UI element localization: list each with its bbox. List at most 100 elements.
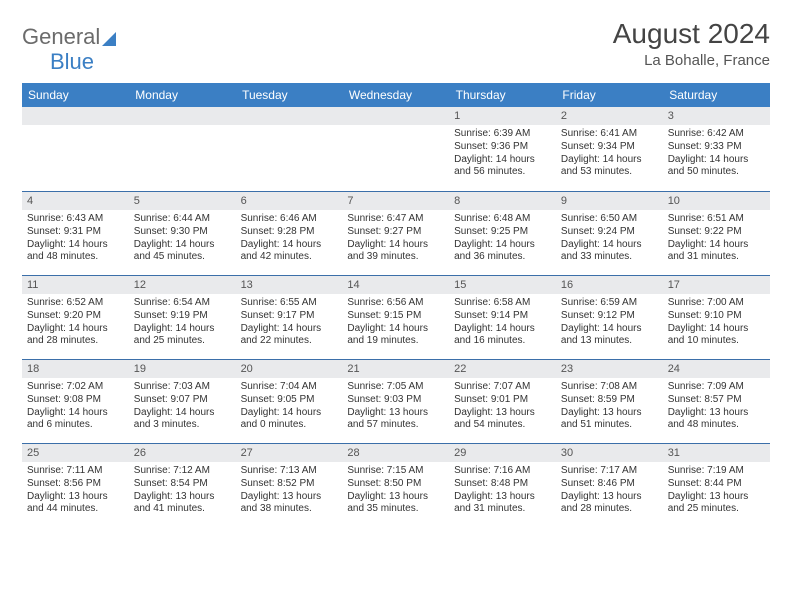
sunset-text: Sunset: 8:59 PM <box>561 394 658 407</box>
sunrise-text: Sunrise: 6:52 AM <box>27 297 124 310</box>
sunset-text: Sunset: 8:52 PM <box>241 478 338 491</box>
daylight-text-1: Daylight: 13 hours <box>241 491 338 504</box>
daylight-text-2: and 13 minutes. <box>561 335 658 348</box>
daylight-text-2: and 3 minutes. <box>134 419 231 432</box>
day-number: 6 <box>236 191 343 210</box>
sunrise-text: Sunrise: 7:07 AM <box>454 381 551 394</box>
weekday-header: Friday <box>556 83 663 107</box>
daylight-text-2: and 10 minutes. <box>668 335 765 348</box>
day-number: 10 <box>663 191 770 210</box>
calendar-cell: 5Sunrise: 6:44 AMSunset: 9:30 PMDaylight… <box>129 191 236 275</box>
daylight-text-1: Daylight: 14 hours <box>454 323 551 336</box>
day-number: 23 <box>556 359 663 378</box>
calendar-cell: 21Sunrise: 7:05 AMSunset: 9:03 PMDayligh… <box>342 359 449 443</box>
day-number: 30 <box>556 443 663 462</box>
calendar-cell <box>129 107 236 191</box>
weekday-header: Monday <box>129 83 236 107</box>
calendar-cell: 8Sunrise: 6:48 AMSunset: 9:25 PMDaylight… <box>449 191 556 275</box>
calendar-cell <box>22 107 129 191</box>
sunset-text: Sunset: 9:10 PM <box>668 310 765 323</box>
sunrise-text: Sunrise: 6:44 AM <box>134 213 231 226</box>
calendar-cell: 6Sunrise: 6:46 AMSunset: 9:28 PMDaylight… <box>236 191 343 275</box>
brand-part1: General <box>22 24 100 50</box>
day-details: Sunrise: 7:09 AMSunset: 8:57 PMDaylight:… <box>663 378 770 436</box>
calendar-cell: 2Sunrise: 6:41 AMSunset: 9:34 PMDaylight… <box>556 107 663 191</box>
day-details: Sunrise: 7:04 AMSunset: 9:05 PMDaylight:… <box>236 378 343 436</box>
daylight-text-1: Daylight: 13 hours <box>347 491 444 504</box>
daylight-text-2: and 45 minutes. <box>134 251 231 264</box>
calendar-body: 1Sunrise: 6:39 AMSunset: 9:36 PMDaylight… <box>22 107 770 527</box>
day-number: 16 <box>556 275 663 294</box>
calendar-cell: 29Sunrise: 7:16 AMSunset: 8:48 PMDayligh… <box>449 443 556 527</box>
calendar-table: SundayMondayTuesdayWednesdayThursdayFrid… <box>22 83 770 527</box>
sunset-text: Sunset: 9:24 PM <box>561 226 658 239</box>
day-details: Sunrise: 6:39 AMSunset: 9:36 PMDaylight:… <box>449 125 556 183</box>
calendar-cell: 31Sunrise: 7:19 AMSunset: 8:44 PMDayligh… <box>663 443 770 527</box>
sunrise-text: Sunrise: 6:46 AM <box>241 213 338 226</box>
sunset-text: Sunset: 9:05 PM <box>241 394 338 407</box>
sunset-text: Sunset: 9:34 PM <box>561 141 658 154</box>
calendar-cell: 26Sunrise: 7:12 AMSunset: 8:54 PMDayligh… <box>129 443 236 527</box>
daylight-text-2: and 57 minutes. <box>347 419 444 432</box>
day-details: Sunrise: 7:16 AMSunset: 8:48 PMDaylight:… <box>449 462 556 520</box>
sunrise-text: Sunrise: 7:19 AM <box>668 465 765 478</box>
calendar-head: SundayMondayTuesdayWednesdayThursdayFrid… <box>22 83 770 107</box>
day-details: Sunrise: 6:56 AMSunset: 9:15 PMDaylight:… <box>342 294 449 352</box>
sunrise-text: Sunrise: 6:48 AM <box>454 213 551 226</box>
daylight-text-1: Daylight: 14 hours <box>27 407 124 420</box>
daylight-text-2: and 19 minutes. <box>347 335 444 348</box>
calendar-row: 11Sunrise: 6:52 AMSunset: 9:20 PMDayligh… <box>22 275 770 359</box>
day-number: 1 <box>449 107 556 125</box>
daylight-text-1: Daylight: 14 hours <box>561 154 658 167</box>
day-details: Sunrise: 6:58 AMSunset: 9:14 PMDaylight:… <box>449 294 556 352</box>
sunset-text: Sunset: 9:14 PM <box>454 310 551 323</box>
daylight-text-1: Daylight: 14 hours <box>241 323 338 336</box>
calendar-cell: 9Sunrise: 6:50 AMSunset: 9:24 PMDaylight… <box>556 191 663 275</box>
day-details: Sunrise: 7:17 AMSunset: 8:46 PMDaylight:… <box>556 462 663 520</box>
day-number: 20 <box>236 359 343 378</box>
daylight-text-2: and 41 minutes. <box>134 503 231 516</box>
sunset-text: Sunset: 8:57 PM <box>668 394 765 407</box>
daylight-text-1: Daylight: 14 hours <box>241 239 338 252</box>
day-number: 21 <box>342 359 449 378</box>
calendar-cell: 19Sunrise: 7:03 AMSunset: 9:07 PMDayligh… <box>129 359 236 443</box>
daylight-text-1: Daylight: 13 hours <box>668 407 765 420</box>
sunrise-text: Sunrise: 7:02 AM <box>27 381 124 394</box>
brand-part2: Blue <box>22 49 770 75</box>
calendar-cell: 28Sunrise: 7:15 AMSunset: 8:50 PMDayligh… <box>342 443 449 527</box>
daylight-text-2: and 53 minutes. <box>561 166 658 179</box>
daylight-text-2: and 48 minutes. <box>27 251 124 264</box>
daylight-text-2: and 44 minutes. <box>27 503 124 516</box>
daylight-text-1: Daylight: 14 hours <box>27 323 124 336</box>
day-details: Sunrise: 6:42 AMSunset: 9:33 PMDaylight:… <box>663 125 770 183</box>
daylight-text-1: Daylight: 14 hours <box>27 239 124 252</box>
day-details: Sunrise: 6:47 AMSunset: 9:27 PMDaylight:… <box>342 210 449 268</box>
daylight-text-1: Daylight: 13 hours <box>454 407 551 420</box>
day-details: Sunrise: 7:02 AMSunset: 9:08 PMDaylight:… <box>22 378 129 436</box>
sunrise-text: Sunrise: 7:09 AM <box>668 381 765 394</box>
day-number: 14 <box>342 275 449 294</box>
sunrise-text: Sunrise: 6:58 AM <box>454 297 551 310</box>
calendar-cell: 16Sunrise: 6:59 AMSunset: 9:12 PMDayligh… <box>556 275 663 359</box>
day-number: 9 <box>556 191 663 210</box>
calendar-row: 1Sunrise: 6:39 AMSunset: 9:36 PMDaylight… <box>22 107 770 191</box>
daylight-text-2: and 54 minutes. <box>454 419 551 432</box>
day-number: 5 <box>129 191 236 210</box>
daylight-text-1: Daylight: 14 hours <box>561 239 658 252</box>
daylight-text-1: Daylight: 14 hours <box>668 154 765 167</box>
daylight-text-2: and 25 minutes. <box>668 503 765 516</box>
weekday-header: Thursday <box>449 83 556 107</box>
day-number: 12 <box>129 275 236 294</box>
sunrise-text: Sunrise: 7:03 AM <box>134 381 231 394</box>
daylight-text-1: Daylight: 14 hours <box>347 323 444 336</box>
day-details: Sunrise: 7:08 AMSunset: 8:59 PMDaylight:… <box>556 378 663 436</box>
sunset-text: Sunset: 9:01 PM <box>454 394 551 407</box>
calendar-row: 4Sunrise: 6:43 AMSunset: 9:31 PMDaylight… <box>22 191 770 275</box>
calendar-cell: 22Sunrise: 7:07 AMSunset: 9:01 PMDayligh… <box>449 359 556 443</box>
daylight-text-2: and 56 minutes. <box>454 166 551 179</box>
daylight-text-2: and 28 minutes. <box>27 335 124 348</box>
daylight-text-2: and 42 minutes. <box>241 251 338 264</box>
sunrise-text: Sunrise: 6:59 AM <box>561 297 658 310</box>
sunrise-text: Sunrise: 7:04 AM <box>241 381 338 394</box>
calendar-cell: 1Sunrise: 6:39 AMSunset: 9:36 PMDaylight… <box>449 107 556 191</box>
